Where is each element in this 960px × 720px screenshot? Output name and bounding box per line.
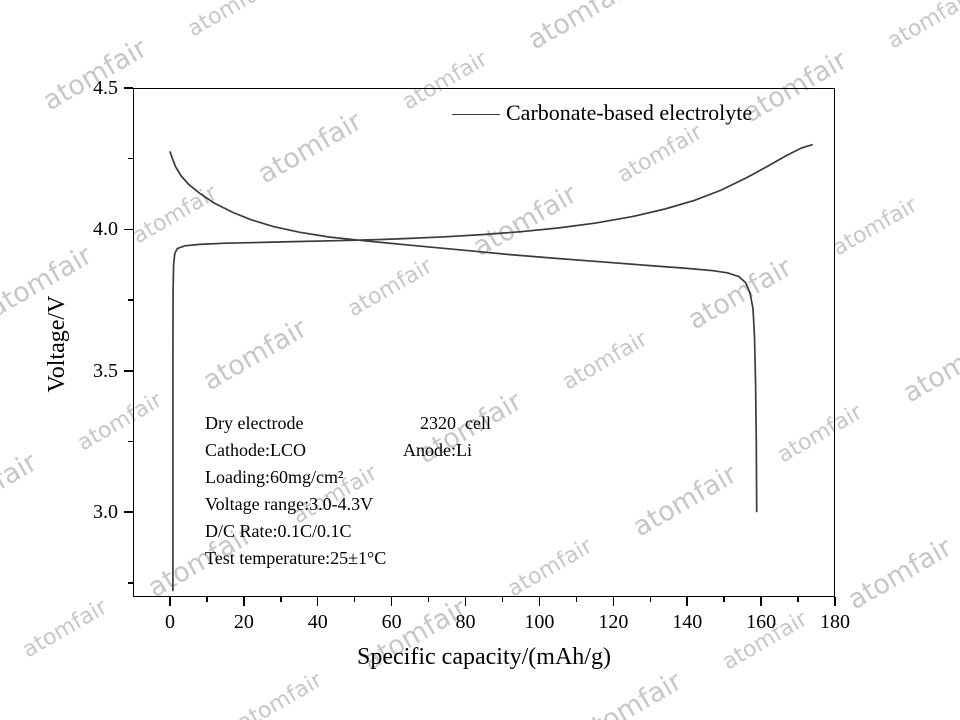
- x-minor-tick: [353, 597, 356, 602]
- x-tick-label: 120: [598, 611, 629, 633]
- x-major-tick: [834, 597, 836, 606]
- y-major-tick: [124, 87, 133, 89]
- y-minor-tick: [128, 440, 133, 443]
- x-major-tick: [316, 597, 319, 606]
- y-major-tick: [124, 228, 133, 231]
- x-minor-tick: [797, 597, 799, 602]
- charge-curve: [172, 143, 814, 592]
- y-tick-label: 4.0: [93, 218, 118, 241]
- y-minor-tick: [128, 299, 133, 301]
- annotation-text-left: Cathode:LCO: [205, 440, 306, 460]
- annotation-line: Voltage range:3.0-4.3V: [205, 491, 535, 518]
- plot-area: [133, 88, 835, 597]
- annotation-text-left: Test temperature:25±1°C: [205, 548, 387, 568]
- x-major-tick: [760, 597, 762, 606]
- annotation-block: Dry electrode 2320 cell Cathode:LCO Anode:L…: [205, 410, 535, 572]
- x-tick-label: 20: [233, 611, 254, 633]
- x-tick-label: 60: [381, 611, 402, 633]
- y-tick-label: 3.0: [93, 501, 118, 524]
- y-minor-tick: [128, 157, 133, 160]
- x-minor-tick: [723, 597, 725, 602]
- x-minor-tick: [501, 597, 504, 602]
- x-tick-label: 140: [672, 611, 703, 633]
- x-minor-tick: [649, 597, 651, 602]
- annotation-text-right: 2320 cell: [420, 413, 491, 433]
- y-major-tick: [124, 511, 133, 513]
- annotation-line: Loading:60mg/cm²: [205, 464, 535, 491]
- curves-canvas: [169, 143, 814, 592]
- x-tick-label: 40: [307, 611, 328, 633]
- x-major-tick: [538, 597, 541, 606]
- x-axis-title: Specific capacity/(mAh/g): [357, 644, 611, 670]
- annotation-line: Test temperature:25±1°C: [205, 545, 535, 572]
- y-tick-label: 3.5: [93, 359, 118, 382]
- x-minor-tick: [575, 597, 578, 602]
- x-major-tick: [390, 597, 393, 606]
- x-minor-tick: [427, 597, 430, 602]
- legend-line-sample: [452, 114, 500, 115]
- x-tick-label: 180: [820, 611, 850, 633]
- annotation-line: D/C Rate:0.1C/0.1C: [205, 518, 535, 545]
- x-major-tick: [612, 597, 615, 606]
- annotation-line: Dry electrode 2320 cell: [205, 410, 535, 437]
- annotation-text-left: Voltage range:3.0-4.3V: [205, 494, 374, 514]
- x-tick-label: 0: [164, 611, 175, 633]
- x-minor-tick: [206, 597, 208, 602]
- discharge-curve: [169, 151, 758, 513]
- y-minor-tick: [128, 582, 133, 584]
- x-tick-label: 160: [746, 611, 777, 633]
- x-major-tick: [686, 597, 688, 606]
- x-major-tick: [169, 597, 171, 606]
- x-tick-label: 100: [524, 611, 555, 633]
- annotation-text-left: Dry electrode: [205, 413, 304, 433]
- x-tick-label: 80: [455, 611, 476, 633]
- x-minor-tick: [280, 597, 282, 602]
- annotation-line: Cathode:LCO Anode:Li: [205, 437, 535, 464]
- annotation-text-left: D/C Rate:0.1C/0.1C: [205, 521, 352, 541]
- y-axis-title: Voltage/V: [44, 295, 70, 393]
- y-major-tick: [124, 370, 133, 372]
- annotation-text-right: Anode:Li: [403, 440, 472, 460]
- y-tick-label: 4.5: [93, 77, 118, 99]
- x-major-tick: [243, 597, 245, 606]
- x-major-tick: [464, 597, 467, 606]
- legend-entry-label: Carbonate-based electrolyte: [506, 100, 753, 125]
- annotation-text-left: Loading:60mg/cm²: [205, 467, 344, 487]
